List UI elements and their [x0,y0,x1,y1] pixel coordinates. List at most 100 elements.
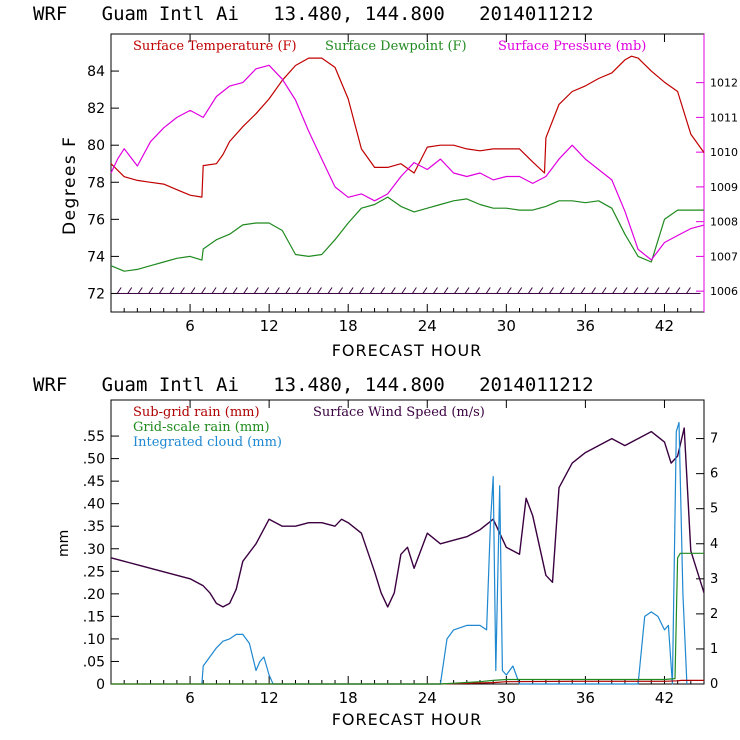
series-surface-wind-speed [110,427,705,608]
y2-tick-label: 1006 [710,285,738,298]
x-tick-label: 36 [576,317,595,335]
y-tick-label: 82 [87,101,105,117]
y2-tick-label: 2 [710,607,718,622]
y2-tick-label: 1009 [710,181,738,194]
wind-barb-feather [443,287,449,294]
wind-barb-feather [475,287,481,294]
bottom-legend: Sub-grid rain (mm) Grid-scale rain (mm) … [133,405,485,450]
y-tick-label: 80 [87,138,105,154]
wind-barb-feather [285,287,291,294]
x-tick-label: 30 [497,689,516,707]
y-tick-label: 76 [87,212,105,228]
y-tick-label: .10 [83,632,105,648]
series-integrated-cloud [201,421,688,685]
y2-tick-label: 1008 [710,216,738,229]
top-plot-frame [110,33,705,313]
top-chart-title: WRF Guam Intl Ai 13.480, 144.800 2014011… [33,3,594,25]
wind-barb-feather [591,287,596,294]
x-tick-label: 12 [260,317,279,335]
wind-barb-feather [570,287,575,294]
y2-tick-label: 7 [710,432,718,447]
wind-barb-feather [137,287,143,294]
bottom-series-group [110,421,705,685]
wind-barb-feather [274,287,280,294]
wind-barb-feather [454,287,459,294]
top-axis-ticks: 6 12 18 24 30 36 42 72 74 76 78 80 82 84 1006 1007 1008 1… [87,34,738,335]
wind-barb-feather [612,287,618,294]
wind-barb-feather [390,287,396,294]
wind-barb-feather [190,287,196,294]
y2-tick-label: 6 [710,467,718,482]
top-y-axis-label: Degrees F [60,136,80,235]
y-tick-label: .15 [83,609,105,625]
x-tick-label: 12 [260,689,279,707]
wind-barb-feather [317,287,322,294]
wind-barb-feather [401,287,407,294]
wind-barb-feather [664,287,670,294]
wind-barb-feather [506,287,512,294]
top-x-axis-label: FORECAST HOUR [332,341,483,360]
legend-subgrid-rain: Sub-grid rain (mm) [133,405,260,420]
legend-surface-wind-speed: Surface Wind Speed (m/s) [313,405,485,420]
y2-tick-label: 5 [710,502,718,517]
top-series-group [110,55,705,294]
wind-barb-feather [359,287,365,294]
wind-barbs [116,287,701,294]
y-tick-label: .20 [83,587,105,603]
wind-barb-feather [654,287,660,294]
wind-barb-feather [232,287,238,294]
wind-barb-feather [538,287,544,294]
y-tick-label: 72 [87,286,105,302]
wind-barb-feather [496,287,502,294]
wind-barb-feather [211,287,217,294]
x-tick-label: 6 [185,317,195,335]
wind-barb-feather [686,287,691,294]
x-tick-label: 30 [497,317,516,335]
wind-barb-feather [116,287,122,294]
wind-barb-feather [622,287,628,294]
legend-surface-temperature: Surface Temperature (F) [133,39,297,54]
wind-barb-feather [601,287,607,294]
top-legend: Surface Temperature (F) Surface Dewpoint… [133,39,646,54]
y-tick-label: .25 [83,564,105,580]
y2-tick-label: 1012 [710,77,738,90]
y-tick-label: .50 [83,452,105,468]
wind-barb-feather [169,287,175,294]
y2-tick-label: 1010 [710,146,738,159]
wind-barb-feather [411,287,417,294]
bottom-y-axis-label: mm [56,530,72,557]
top-chart: WRF Guam Intl Ai 13.480, 144.800 2014011… [33,3,738,360]
y-tick-label: .55 [83,429,105,445]
legend-surface-dewpoint: Surface Dewpoint (F) [325,39,467,54]
bottom-axis-ticks: 6 12 18 24 30 36 420.05.10.15.20.25.30.35.40.4… [83,400,718,707]
wind-barb-feather [580,287,586,294]
wind-barb-feather [422,287,428,294]
wind-barb-feather [148,287,154,294]
series-surface-temperature [110,55,705,198]
wind-barb-feather [517,287,523,294]
y-tick-label: .30 [83,542,105,558]
wind-barb-feather [327,287,333,294]
wind-barb-feather [127,287,133,294]
x-tick-label: 42 [655,689,674,707]
wind-barb-feather [633,287,639,294]
series-surface-pressure [110,64,705,261]
x-tick-label: 42 [655,317,674,335]
wind-barb-feather [369,287,375,294]
bottom-chart-title: WRF Guam Intl Ai 13.480, 144.800 2014011… [33,374,594,396]
y2-tick-label: 0 [710,677,718,692]
bottom-chart: WRF Guam Intl Ai 13.480, 144.800 2014011… [33,374,718,729]
wind-barb-feather [433,287,438,294]
wind-barb-feather [675,287,681,294]
wind-barb-feather [348,287,354,294]
x-tick-label: 36 [576,689,595,707]
wind-barb-feather [306,287,312,294]
y-tick-label: 84 [87,64,105,80]
x-tick-label: 6 [185,689,195,707]
y-tick-label: 74 [87,249,105,265]
wind-barb-feather [485,287,491,294]
y2-tick-label: 1011 [710,111,738,124]
bottom-x-axis-label: FORECAST HOUR [332,710,483,729]
y-tick-label: 78 [87,175,105,191]
